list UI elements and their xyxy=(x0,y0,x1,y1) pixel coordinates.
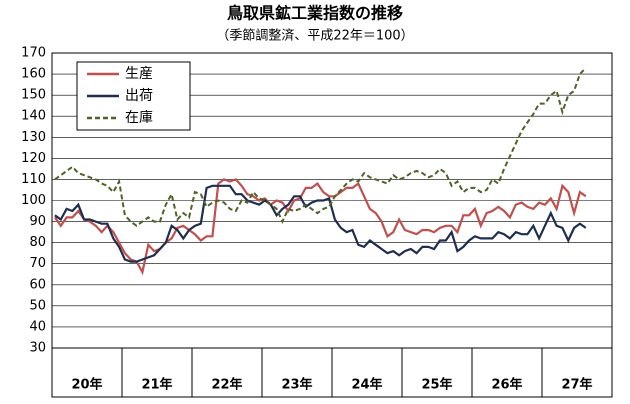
legend-label: 在庫 xyxy=(125,109,153,126)
y-tick-label: 90 xyxy=(29,214,46,229)
chart-title: 鳥取県鉱工業指数の推移 xyxy=(227,4,403,23)
y-tick-label: 150 xyxy=(21,88,46,103)
y-tick-label: 130 xyxy=(21,130,46,145)
data-line xyxy=(54,67,587,228)
legend-label: 出荷 xyxy=(125,88,153,104)
y-tick-label: 120 xyxy=(21,151,46,166)
x-tick-label: 25年 xyxy=(421,377,452,393)
y-tick-label: 40 xyxy=(29,319,46,334)
y-tick-label: 100 xyxy=(21,193,46,208)
x-tick-label: 23年 xyxy=(281,377,312,393)
y-tick-label: 50 xyxy=(29,298,46,313)
y-tick-label: 110 xyxy=(21,172,46,187)
y-tick-label: 30 xyxy=(29,341,46,356)
x-tick-label: 22年 xyxy=(211,377,242,393)
y-tick-label: 80 xyxy=(29,235,46,250)
x-tick-label: 26年 xyxy=(491,377,522,393)
legend-label: 生産 xyxy=(125,66,153,82)
y-tick-label: 140 xyxy=(21,109,46,124)
x-tick-label: 24年 xyxy=(351,377,382,393)
y-tick-label: 60 xyxy=(29,277,46,292)
data-line xyxy=(54,184,587,263)
x-tick-label: 27年 xyxy=(561,377,592,393)
chart-subtitle: （季節調整済、平成22年＝100） xyxy=(216,28,413,44)
x-tick-label: 21年 xyxy=(141,377,172,393)
y-tick-label: 160 xyxy=(21,67,46,82)
x-tick-label: 20年 xyxy=(71,377,102,393)
y-tick-label: 70 xyxy=(29,256,46,271)
y-tick-label: 170 xyxy=(21,46,46,61)
data-line xyxy=(53,178,587,276)
